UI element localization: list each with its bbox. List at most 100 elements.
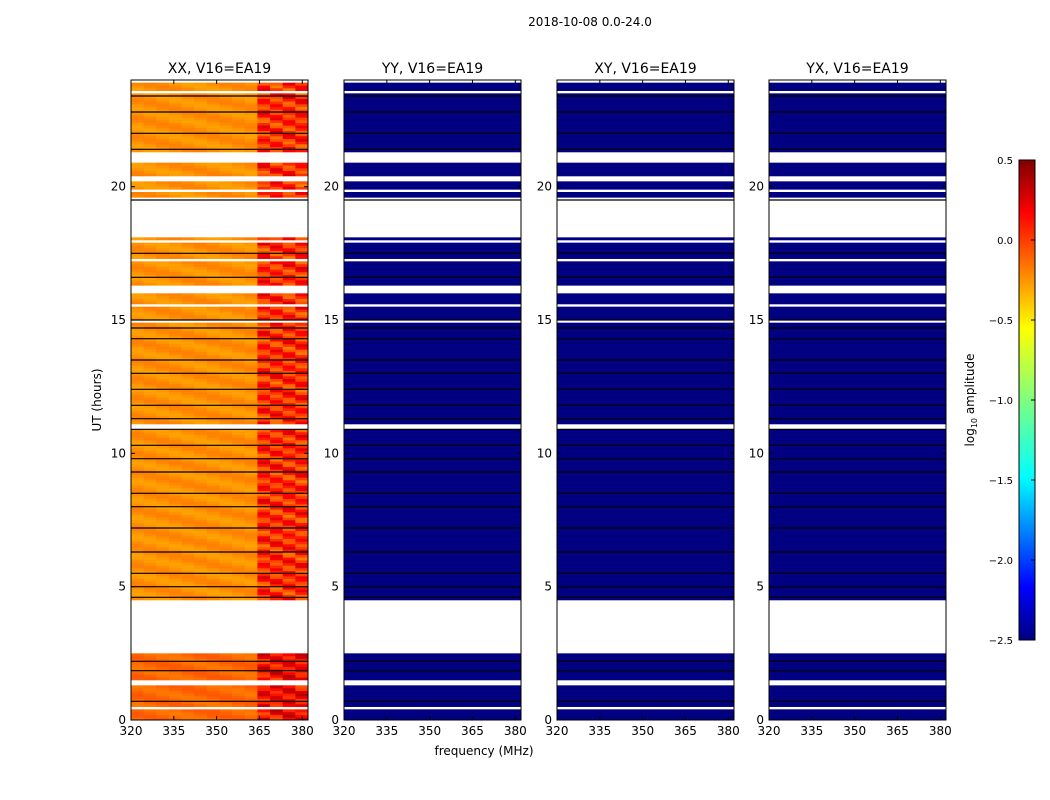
heatmap-cell (270, 544, 284, 547)
heatmap-cell (219, 106, 233, 110)
heatmap-cell (244, 309, 258, 313)
heatmap-row (557, 498, 734, 502)
heatmap-cell (131, 554, 144, 558)
heatmap-row (344, 461, 521, 465)
heatmap-cell (219, 576, 233, 579)
heatmap-cell (232, 712, 246, 715)
heatmap-cell (206, 485, 220, 489)
heatmap-cell (156, 512, 170, 515)
heatmap-cell (244, 464, 258, 467)
heatmap-cell (131, 701, 144, 705)
heatmap-cell (232, 394, 246, 398)
heatmap-cell (131, 141, 144, 145)
heatmap-cell (143, 352, 157, 355)
heatmap-cell (168, 474, 182, 478)
heatmap-row (557, 98, 734, 102)
heatmap-cell (156, 381, 170, 385)
heatmap-cell (194, 418, 208, 422)
heatmap-cell (206, 245, 220, 249)
heatmap-cell (181, 714, 195, 718)
heatmap-cell (270, 360, 284, 363)
heatmap-cell (257, 504, 271, 507)
y-tick-label: 10 (111, 446, 126, 460)
heatmap-cell (232, 672, 246, 675)
heatmap-cell (270, 296, 284, 299)
heatmap-cell (244, 389, 258, 393)
heatmap-row (769, 514, 946, 518)
heatmap-cell (181, 509, 195, 513)
heatmap-row (769, 272, 946, 275)
heatmap-cell (181, 106, 195, 110)
heatmap-cell (244, 453, 258, 457)
heatmap-row (344, 522, 521, 526)
heatmap-cell (219, 461, 233, 465)
heatmap-cell (257, 261, 271, 265)
heatmap-row (557, 714, 734, 718)
heatmap-cell (244, 674, 258, 678)
heatmap-cell (257, 125, 271, 129)
heatmap-cell (143, 125, 157, 129)
heatmap-cell (295, 677, 308, 681)
heatmap-cell (244, 133, 258, 137)
heatmap-cell (282, 712, 296, 715)
heatmap-cell (131, 378, 144, 382)
heatmap-row (344, 693, 521, 697)
heatmap-row (557, 253, 734, 257)
heatmap-cell (181, 173, 195, 177)
heatmap-cell (168, 410, 182, 414)
heatmap-cell (181, 664, 195, 667)
heatmap-cell (206, 474, 220, 478)
heatmap-cell (244, 114, 258, 118)
heatmap-cell (232, 264, 246, 267)
heatmap-cell (257, 378, 271, 382)
heatmap-row (769, 237, 946, 241)
heatmap-cell (244, 274, 258, 278)
heatmap-cell (194, 653, 208, 657)
heatmap-cell (206, 338, 220, 342)
heatmap-cell (282, 538, 296, 542)
heatmap-cell (295, 546, 308, 550)
heatmap-cell (282, 672, 296, 675)
heatmap-cell (270, 512, 284, 515)
heatmap-cell (282, 432, 296, 435)
heatmap-cell (232, 266, 246, 270)
y-tick-label: 10 (537, 446, 552, 460)
heatmap-cell (232, 125, 246, 129)
heatmap-cell (131, 400, 144, 403)
heatmap-cell (168, 568, 182, 571)
panel-frame (556, 79, 735, 721)
heatmap-cell (232, 461, 246, 465)
heatmap-cell (181, 666, 195, 670)
heatmap-row (344, 714, 521, 718)
heatmap-cell (206, 322, 220, 326)
heatmap-cell (219, 685, 233, 689)
heatmap-cell (219, 248, 233, 251)
x-tick-label: 335 (162, 724, 185, 738)
heatmap-cell (232, 570, 246, 574)
heatmap-cell (143, 181, 157, 185)
heatmap-cell (143, 296, 157, 299)
heatmap-cell (282, 186, 296, 190)
heatmap-cell (282, 306, 296, 310)
heatmap-cell (257, 552, 271, 555)
colorbar-tick-label: 0.0 (997, 236, 1013, 247)
heatmap-row (769, 410, 946, 414)
heatmap-cell (232, 386, 246, 390)
heatmap-cell (232, 349, 246, 353)
heatmap-cell (143, 373, 157, 377)
x-tick-label: 320 (120, 724, 143, 738)
heatmap-cell (143, 445, 157, 449)
heatmap-cell (295, 349, 308, 353)
heatmap-cell (156, 250, 170, 254)
heatmap-cell (181, 557, 195, 561)
heatmap-cell (282, 322, 296, 326)
heatmap-cell (295, 98, 308, 102)
heatmap-row (557, 194, 734, 198)
heatmap-cell (244, 82, 258, 86)
heatmap-cell (181, 312, 195, 315)
heatmap-cell (131, 381, 144, 385)
heatmap-cell (194, 674, 208, 678)
heatmap-cell (295, 330, 308, 334)
heatmap-cell (232, 405, 246, 409)
heatmap-cell (206, 464, 220, 467)
